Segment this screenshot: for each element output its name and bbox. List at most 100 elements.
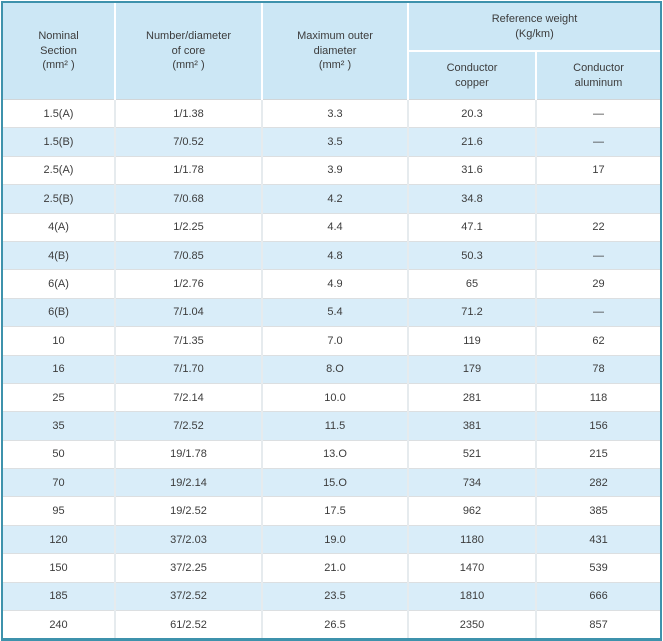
cell-nominal: 4(B) — [3, 240, 115, 270]
cell-aluminum: 857 — [534, 610, 661, 639]
cell-copper: 734 — [407, 468, 536, 497]
cell-nominal: 35 — [3, 411, 115, 441]
cell-copper: 281 — [407, 382, 536, 412]
cell-aluminum: — — [534, 127, 661, 157]
cell-aluminum: 431 — [534, 524, 661, 554]
header-conductor-aluminum: Conductor aluminum — [534, 51, 661, 100]
cell-nominal: 1.5(B) — [3, 127, 115, 157]
cell-core: 7/0.68 — [114, 184, 262, 214]
table-row: 150 37/2.25 21.0 1470 539 — [3, 553, 661, 583]
cell-aluminum: 22 — [534, 212, 661, 242]
cell-outer: 3.3 — [261, 98, 408, 128]
table-body: 1.5(A) 1/1.38 3.3 20.3—1.5(B) 7/0.52 3.5 21.6—… — [3, 98, 661, 639]
cell-nominal: 50 — [3, 439, 115, 469]
cell-nominal: 4(A) — [3, 212, 115, 242]
cell-core: 7/0.52 — [114, 127, 262, 157]
cell-nominal: 120 — [3, 524, 115, 554]
table-row: 50 19/1.78 13.O 521 215 — [3, 439, 661, 469]
header-row-sub: Conductor copper Conductor aluminum — [3, 51, 661, 100]
cell-copper: 34.8 — [407, 184, 536, 214]
cell-outer: 7.0 — [261, 326, 408, 356]
cell-nominal: 25 — [3, 382, 115, 412]
cell-aluminum: 78 — [534, 354, 661, 384]
cell-aluminum: 666 — [534, 581, 661, 611]
header-maximum-outer-diameter: Maximum outer diameter (mm² ) — [261, 3, 408, 100]
cell-core: 1/2.25 — [114, 212, 262, 242]
cell-core: 7/0.85 — [114, 240, 262, 270]
cell-copper: 962 — [407, 496, 536, 526]
table-row: 2.5(B) 7/0.68 4.2 34.8 — [3, 184, 661, 214]
cell-copper: 31.6 — [407, 155, 536, 185]
cell-outer: 15.O — [261, 468, 408, 497]
cell-outer: 13.O — [261, 439, 408, 469]
cell-aluminum — [534, 184, 661, 214]
table-row: 70 19/2.14 15.O 734 282 — [3, 468, 661, 497]
table-header: Nominal Section (mm² ) Number/diameter o… — [3, 3, 661, 100]
cell-aluminum: 62 — [534, 326, 661, 356]
table-row: 4(B) 7/0.85 4.8 50.3— — [3, 240, 661, 270]
cell-core: 37/2.52 — [114, 581, 262, 611]
header-number-diameter-of-core: Number/diameter of core (mm² ) — [114, 3, 262, 100]
table-row: 10 7/1.35 7.0 119 62 — [3, 326, 661, 356]
cell-aluminum: 385 — [534, 496, 661, 526]
cell-core: 7/1.04 — [114, 297, 262, 327]
cell-copper: 65 — [407, 269, 536, 299]
cell-nominal: 1.5(A) — [3, 98, 115, 128]
cell-copper: 381 — [407, 411, 536, 441]
cell-copper: 50.3 — [407, 240, 536, 270]
table-row: 2.5(A) 1/1.78 3.9 31.6 17 — [3, 155, 661, 185]
table-row: 4(A) 1/2.25 4.4 47.1 22 — [3, 212, 661, 242]
cell-outer: 5.4 — [261, 297, 408, 327]
cell-core: 37/2.03 — [114, 524, 262, 554]
cell-outer: 4.2 — [261, 184, 408, 214]
cell-copper: 71.2 — [407, 297, 536, 327]
cell-copper: 1810 — [407, 581, 536, 611]
cell-core: 7/1.35 — [114, 326, 262, 356]
header-row-main: Nominal Section (mm² ) Number/diameter o… — [3, 3, 661, 100]
cell-core: 61/2.52 — [114, 610, 262, 639]
cell-nominal: 240 — [3, 610, 115, 639]
cell-copper: 521 — [407, 439, 536, 469]
cell-copper: 21.6 — [407, 127, 536, 157]
cell-nominal: 2.5(A) — [3, 155, 115, 185]
table-row: 120 37/2.03 19.0 1180 431 — [3, 524, 661, 554]
cell-core: 7/2.52 — [114, 411, 262, 441]
cell-nominal: 95 — [3, 496, 115, 526]
table-row: 35 7/2.52 11.5 381 156 — [3, 411, 661, 441]
cell-copper: 119 — [407, 326, 536, 356]
table-row: 240 61/2.52 26.5 2350 857 — [3, 610, 661, 639]
header-nominal-section: Nominal Section (mm² ) — [3, 3, 115, 100]
cell-outer: 3.5 — [261, 127, 408, 157]
cell-core: 7/1.70 — [114, 354, 262, 384]
cell-outer: 17.5 — [261, 496, 408, 526]
cell-core: 19/1.78 — [114, 439, 262, 469]
table-row: 16 7/1.70 8.O 179 78 — [3, 354, 661, 384]
cell-copper: 47.1 — [407, 212, 536, 242]
cell-aluminum: — — [534, 240, 661, 270]
cell-nominal: 6(A) — [3, 269, 115, 299]
cell-copper: 1470 — [407, 553, 536, 583]
cell-nominal: 2.5(B) — [3, 184, 115, 214]
cell-aluminum: 118 — [534, 382, 661, 412]
table-row: 95 19/2.52 17.5 962 385 — [3, 496, 661, 526]
cell-nominal: 150 — [3, 553, 115, 583]
cell-aluminum: 29 — [534, 269, 661, 299]
table-row: 1.5(B) 7/0.52 3.5 21.6— — [3, 127, 661, 157]
header-reference-weight: Reference weight (Kg/km) — [406, 3, 661, 52]
cell-aluminum: — — [534, 98, 661, 128]
cell-aluminum: 282 — [534, 468, 661, 497]
cell-nominal: 185 — [3, 581, 115, 611]
cell-outer: 4.4 — [261, 212, 408, 242]
table-row: 6(B) 7/1.04 5.4 71.2— — [3, 297, 661, 327]
cell-core: 19/2.52 — [114, 496, 262, 526]
cell-outer: 11.5 — [261, 411, 408, 441]
cell-core: 37/2.25 — [114, 553, 262, 583]
cell-copper: 2350 — [407, 610, 536, 639]
cell-core: 1/2.76 — [114, 269, 262, 299]
cell-core: 7/2.14 — [114, 382, 262, 412]
cell-core: 1/1.78 — [114, 155, 262, 185]
table-row: 6(A) 1/2.76 4.9 65 29 — [3, 269, 661, 299]
table-row: 1.5(A) 1/1.38 3.3 20.3— — [3, 98, 661, 128]
cell-outer: 23.5 — [261, 581, 408, 611]
